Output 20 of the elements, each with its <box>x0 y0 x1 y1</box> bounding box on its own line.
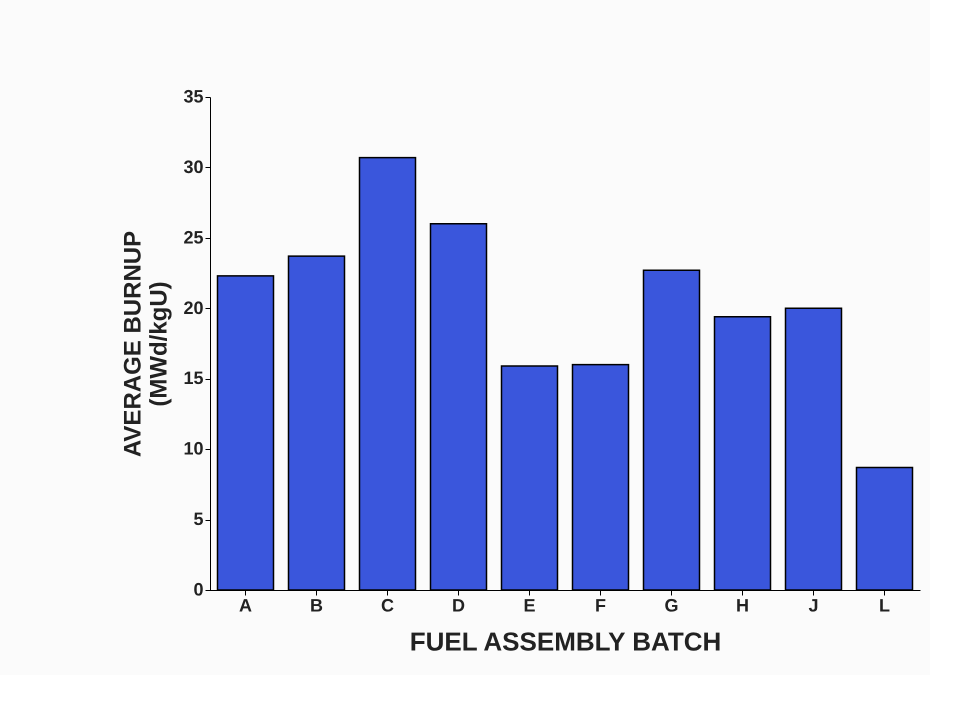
y-tick-label: 30 <box>183 156 204 177</box>
y-axis-title: AVERAGE BURNUP (MWd/kgU) <box>119 230 172 458</box>
x-tick-label: H <box>736 596 749 616</box>
y-tick-label: 15 <box>183 368 204 388</box>
x-tick-label: D <box>452 596 465 616</box>
x-tick-label: L <box>879 596 890 616</box>
y-tick-label: 5 <box>193 509 204 530</box>
x-axis-title: FUEL ASSEMBLY BATCH <box>410 626 722 656</box>
y-tick-label: 10 <box>183 438 204 459</box>
x-tick-label: G <box>664 596 679 616</box>
y-tick-label: 0 <box>193 580 204 600</box>
x-tick-label: J <box>808 596 819 616</box>
x-tick-label: F <box>595 596 606 616</box>
y-tick-label: 20 <box>183 298 204 318</box>
x-tick-label: A <box>239 596 252 616</box>
y-tick-label: 35 <box>183 86 204 106</box>
x-tick-label: B <box>310 596 323 616</box>
y-tick-label: 25 <box>183 227 204 248</box>
x-tick-label: C <box>381 596 394 616</box>
x-tick-label: E <box>523 596 536 616</box>
